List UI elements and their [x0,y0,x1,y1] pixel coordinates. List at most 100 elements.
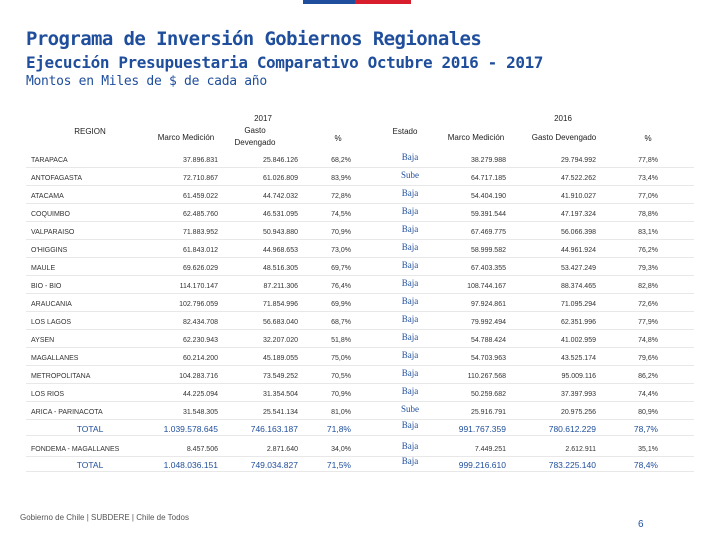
table-row-12-marco17: 104.283.716 [179,373,218,380]
table-row-4-pct16: 83,1% [638,229,658,236]
table-row-5-gasto17: 44.968.653 [262,247,298,254]
table-row-11-estado: Baja [401,350,419,360]
fondema-row-gasto16: 2.612.911 [565,446,596,453]
table-row-1-pct16: 73,4% [638,175,658,182]
row-divider [26,221,694,222]
table-row-9-marco16: 79.992.494 [470,319,506,326]
table-row-4-pct17: 70,9% [331,229,351,236]
grand-total-row-gasto16: 783.225.140 [548,460,596,470]
table-row-14-pct17: 81,0% [331,409,351,416]
page-title: Programa de Inversión Gobiernos Regional… [26,28,482,50]
table-row-13-gasto17: 31.354.504 [262,391,298,398]
table-row-8-estado: Baja [401,296,419,306]
table-row-1-marco16: 64.717.185 [470,175,506,182]
row-divider [26,401,694,402]
row-divider [26,185,694,186]
table-row-13-pct17: 70,9% [331,391,351,398]
total-row-region: TOTAL [76,424,104,434]
table-row-4-marco17: 71.883.952 [182,229,218,236]
table-row-9-marco17: 82.434.708 [182,319,218,326]
fondema-row-region: FONDEMA - MAGALLANES [31,446,120,453]
row-divider [26,167,694,168]
table-row-5-pct16: 76,2% [638,247,658,254]
table-row-5-region: O'HIGGINS [31,247,68,254]
table-row-13-estado: Baja [401,386,419,396]
header-pct-2017: % [334,134,342,143]
table-row-1-gasto16: 47.522.262 [560,175,596,182]
table-row-3-estado: Baja [401,206,419,216]
table-row-3-gasto17: 46.531.095 [262,211,298,218]
table-row-8-gasto17: 71.854.996 [262,301,298,308]
table-row-6-pct17: 69,7% [331,265,351,272]
table-row-9-pct17: 68,7% [331,319,351,326]
table-row-5-estado: Baja [401,242,419,252]
table-row-9-region: LOS LAGOS [31,319,72,326]
fondema-row-pct16: 35,1% [638,446,658,453]
row-divider [26,347,694,348]
footer: Gobierno de Chile | SUBDERE | Chile de T… [20,513,189,522]
table-row-11-gasto17: 45.189.055 [262,355,298,362]
table-row-10-marco17: 62.230.943 [182,337,218,344]
table-row-6-marco16: 67.403.355 [470,265,506,272]
table-row-2-marco17: 61.459.022 [182,193,218,200]
table-row-2-region: ATACAMA [31,193,64,200]
row-divider [26,239,694,240]
table-row-8-pct17: 69,9% [331,301,351,308]
table-row-1-pct17: 83,9% [331,175,351,182]
units-note: Montos en Miles de $ de cada año [26,74,267,89]
table-row-0-marco16: 38.279.988 [470,157,506,164]
table-row-11-marco16: 54.703.963 [470,355,506,362]
table-row-12-estado: Baja [401,368,419,378]
table-row-1-gasto17: 61.026.809 [262,175,298,182]
table-row-0-gasto17: 25.846.126 [262,157,298,164]
flag-stripe [303,0,411,4]
header-marco-2016: Marco Medición [447,133,505,142]
header-marco-2017: Marco Medición [157,133,215,142]
table-row-0-pct17: 68,2% [331,157,351,164]
table-row-2-estado: Baja [401,188,419,198]
table-row-8-marco17: 102.796.059 [179,301,218,308]
table-row-4-marco16: 67.469.775 [470,229,506,236]
fondema-row-pct17: 34,0% [331,446,351,453]
header-gasto-2017: Gasto Devengado [234,126,276,147]
total-row-gasto17: 746.163.187 [250,424,298,434]
table-row-7-marco17: 114.170.147 [179,283,218,290]
table-row-12-marco16: 110.267.568 [467,373,506,380]
header-region: REGION [74,127,106,136]
table-row-7-pct16: 82,8% [638,283,658,290]
row-divider [26,257,694,258]
table-row-1-estado: Sube [401,170,419,180]
header-pct-2016: % [644,134,652,143]
page-number: 6 [638,519,644,530]
grand-total-row-pct16: 78,4% [633,460,658,470]
table-row-11-region: MAGALLANES [31,355,79,362]
fondema-row-marco17: 8.457.506 [186,446,218,453]
table-row-7-gasto16: 88.374.465 [560,283,596,290]
table-row-2-pct17: 72,8% [331,193,351,200]
header-year-2017: 2017 [254,114,272,123]
total-row-pct17: 71,8% [326,424,351,434]
header-year-2016: 2016 [554,114,572,123]
table-row-7-estado: Baja [401,278,419,288]
table-row-13-region: LOS RIOS [31,391,65,398]
table-row-11-pct17: 75,0% [331,355,351,362]
table-row-6-gasto17: 48.516.305 [262,265,298,272]
row-divider [26,275,694,276]
total-row-marco17: 1.039.578.645 [163,424,218,434]
table-row-14-gasto17: 25.541.134 [262,409,298,416]
table-row-8-gasto16: 71.095.294 [560,301,596,308]
table-row-10-gasto17: 32.207.020 [262,337,298,344]
table-row-1-region: ANTOFAGASTA [31,175,83,182]
row-divider [26,419,694,420]
table-row-7-marco16: 108.744.167 [467,283,506,290]
row-divider [26,311,694,312]
table-row-10-region: AYSEN [31,337,55,344]
table-row-11-marco17: 60.214.200 [182,355,218,362]
table-row-10-marco16: 54.788.424 [470,337,506,344]
table-row-6-gasto16: 53.427.249 [560,265,596,272]
table-row-14-gasto16: 20.975.256 [560,409,596,416]
table-row-13-pct16: 74,4% [638,391,658,398]
table-row-1-marco17: 72.710.867 [182,175,218,182]
table-row-11-gasto16: 43.525.174 [560,355,596,362]
table-row-12-gasto17: 73.549.252 [262,373,298,380]
